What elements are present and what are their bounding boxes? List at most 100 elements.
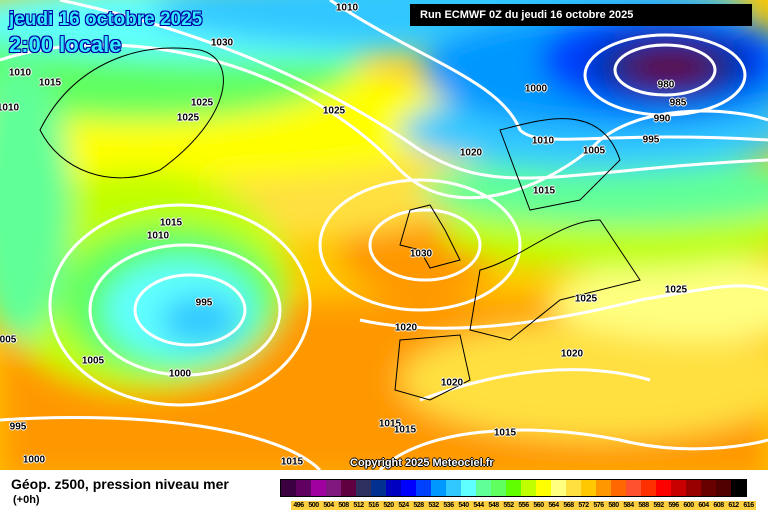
color-swatch <box>551 480 566 496</box>
scale-label: 508 <box>336 501 351 510</box>
isobar-label: 1015 <box>280 456 304 468</box>
scale-label: 608 <box>711 501 726 510</box>
scale-label: 576 <box>591 501 606 510</box>
color-swatch <box>386 480 401 496</box>
color-swatch <box>281 480 296 496</box>
color-swatch <box>401 480 416 496</box>
isobar-label: 1020 <box>459 147 483 159</box>
scale-label: 612 <box>726 501 741 510</box>
scale-label: 504 <box>321 501 336 510</box>
scale-label: 524 <box>396 501 411 510</box>
scale-label: 616 <box>741 501 756 510</box>
run-info: Run ECMWF 0Z du jeudi 16 octobre 2025 <box>410 4 752 26</box>
scale-label: 588 <box>636 501 651 510</box>
isobar-label: 1030 <box>409 248 433 260</box>
isobar-label: 1010 <box>0 102 20 114</box>
isobar-label: 1025 <box>664 284 688 296</box>
isobar-label: 1010 <box>8 67 32 79</box>
weather-map: jeudi 16 octobre 2025 2:00 locale Run EC… <box>0 0 768 470</box>
isobar-label: 1000 <box>524 83 548 95</box>
color-swatch <box>296 480 311 496</box>
color-swatch <box>311 480 326 496</box>
scale-label: 516 <box>366 501 381 510</box>
color-swatch <box>521 480 536 496</box>
scale-label: 564 <box>546 501 561 510</box>
color-swatch <box>326 480 341 496</box>
scale-label: 560 <box>531 501 546 510</box>
geopotential-field <box>0 0 768 470</box>
scale-label: 512 <box>351 501 366 510</box>
color-swatch <box>596 480 611 496</box>
isobar-label: 1020 <box>440 377 464 389</box>
color-swatch <box>656 480 671 496</box>
isobar-label: 995 <box>9 421 27 433</box>
scale-label: 536 <box>441 501 456 510</box>
scale-label: 520 <box>381 501 396 510</box>
isobar-label: 995 <box>642 134 660 146</box>
color-swatch <box>701 480 716 496</box>
isobar-label: 1010 <box>146 230 170 242</box>
isobar-label: 1005 <box>81 355 105 367</box>
isobar-label: 1015 <box>393 424 417 436</box>
color-swatch <box>731 480 746 496</box>
color-swatch <box>566 480 581 496</box>
isobar-label: 1005 <box>582 145 606 157</box>
isobar-label: 1015 <box>493 427 517 439</box>
map-time: 2:00 locale <box>9 32 122 57</box>
coastlines <box>39 47 641 401</box>
color-scale <box>280 479 747 497</box>
scale-label: 500 <box>306 501 321 510</box>
isobar-label: 985 <box>669 97 687 109</box>
color-swatch <box>416 480 431 496</box>
color-swatch <box>581 480 596 496</box>
isobars <box>0 0 768 470</box>
color-swatch <box>476 480 491 496</box>
color-swatch <box>371 480 386 496</box>
legend-panel: Géop. z500, pression niveau mer (+0h) 49… <box>0 470 768 512</box>
color-swatch <box>641 480 656 496</box>
isobar-label: 1000 <box>22 454 46 466</box>
scale-label: 548 <box>486 501 501 510</box>
scale-label: 568 <box>561 501 576 510</box>
color-swatch <box>611 480 626 496</box>
isobar-label: 005 <box>0 334 17 346</box>
color-swatch <box>506 480 521 496</box>
scale-label: 596 <box>666 501 681 510</box>
color-swatch <box>491 480 506 496</box>
color-swatch <box>536 480 551 496</box>
scale-label: 592 <box>651 501 666 510</box>
copyright: Copyright 2025 Meteociel.fr <box>350 457 494 469</box>
isobar-label: 995 <box>195 297 213 309</box>
isobar-label: 1020 <box>394 322 418 334</box>
color-swatch <box>686 480 701 496</box>
scale-label: 496 <box>291 501 306 510</box>
isobar-label: 1025 <box>322 105 346 117</box>
color-swatch <box>431 480 446 496</box>
isobar-label: 1010 <box>335 2 359 14</box>
isobar-label: 1025 <box>574 293 598 305</box>
legend-subtitle: (+0h) <box>13 494 40 506</box>
isobar-label: 1010 <box>531 135 555 147</box>
color-swatch <box>671 480 686 496</box>
legend-title: Géop. z500, pression niveau mer <box>11 476 229 492</box>
isobar-label: 1025 <box>176 112 200 124</box>
scale-label: 552 <box>501 501 516 510</box>
isobar-label: 1015 <box>38 77 62 89</box>
scale-label: 572 <box>576 501 591 510</box>
color-swatch <box>341 480 356 496</box>
scale-label: 604 <box>696 501 711 510</box>
scale-label: 528 <box>411 501 426 510</box>
scale-label: 600 <box>681 501 696 510</box>
isobar-label: 980 <box>657 79 675 91</box>
isobar-label: 1025 <box>190 97 214 109</box>
isobar-label: 1020 <box>560 348 584 360</box>
scale-label: 584 <box>621 501 636 510</box>
isobar-label: 1015 <box>532 185 556 197</box>
isobar-label: 1015 <box>159 217 183 229</box>
isobar-label: 1000 <box>168 368 192 380</box>
scale-label: 580 <box>606 501 621 510</box>
color-scale-labels: 496 500 504 508 512 516 520 524 528 532 536 540 544 5… <box>291 501 756 510</box>
isobar-label: 990 <box>653 113 671 125</box>
color-swatch <box>446 480 461 496</box>
isobar-label: 1015 <box>378 418 402 430</box>
